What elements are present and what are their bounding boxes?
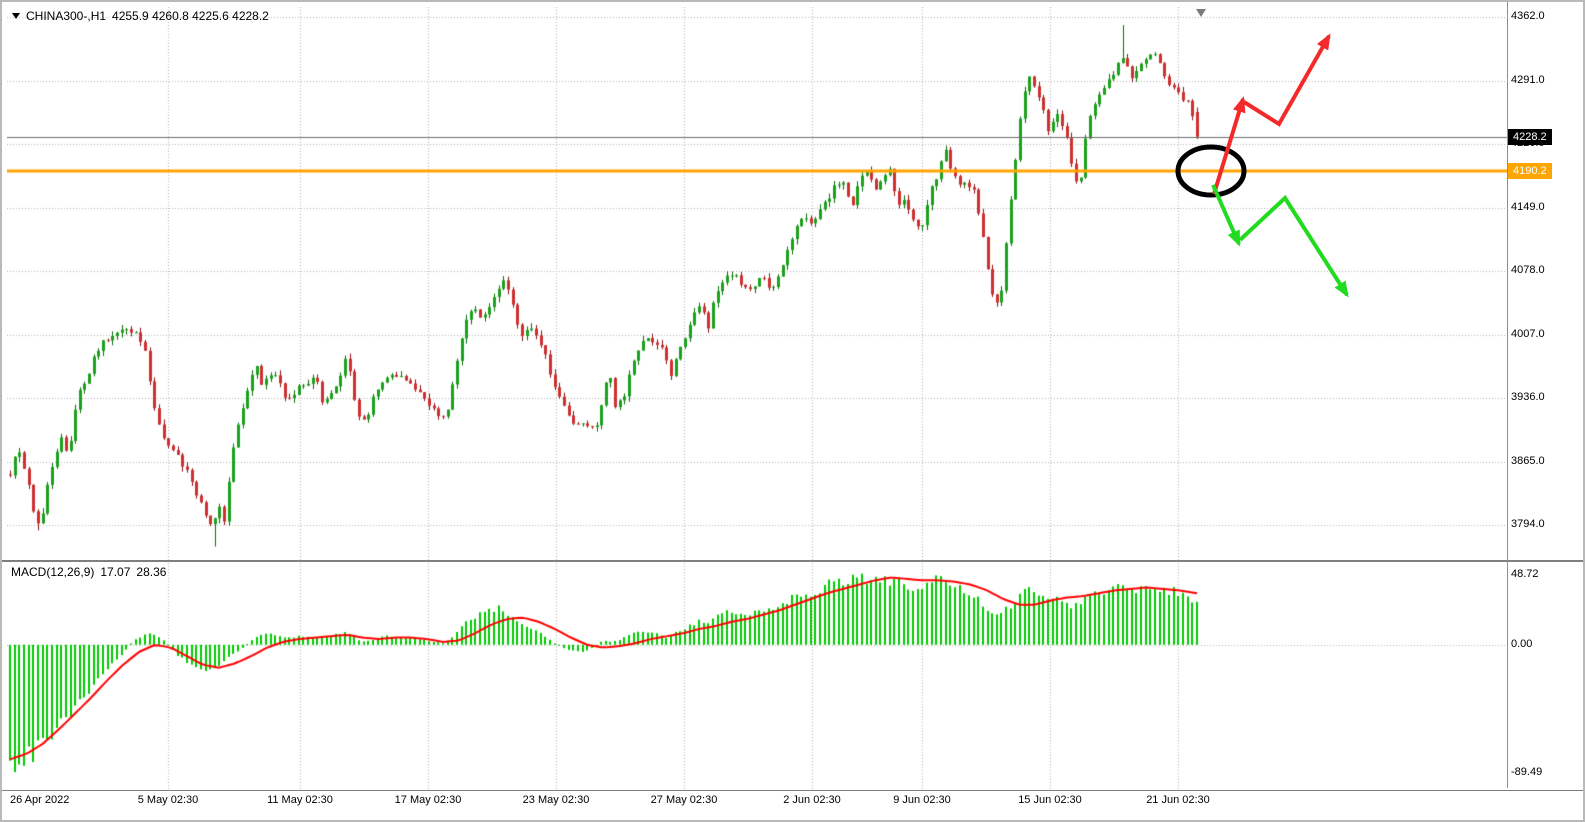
macd-axis-label: -89.49 [1511, 766, 1543, 778]
price-axis-label: 4078.0 [1511, 264, 1545, 276]
time-axis-label: 2 Jun 02:30 [783, 794, 841, 806]
macd-signal-value: 28.36 [136, 565, 167, 579]
time-axis-label: 17 May 02:30 [394, 794, 462, 806]
time-axis-label: 27 May 02:30 [650, 794, 718, 806]
price-axis-label: 4291.0 [1511, 74, 1545, 86]
price-axis-separator [1507, 2, 1508, 788]
down-scenario-arrow-2[interactable] [1238, 194, 1349, 298]
price-axis-label: 4149.0 [1511, 201, 1545, 213]
price-axis-label: 3794.0 [1511, 518, 1545, 530]
up-scenario-arrow-2[interactable] [1242, 33, 1331, 127]
price-axis-label: 3865.0 [1511, 455, 1545, 467]
main-chart-canvas[interactable] [7, 7, 1507, 560]
down-scenario-arrow-1[interactable] [1211, 184, 1241, 247]
macd-name-label: MACD(12,26,9) [11, 565, 95, 579]
price-axis-label: 4362.0 [1511, 10, 1545, 22]
macd-main-value: 17.07 [100, 565, 131, 579]
hline-price-badge[interactable]: 4190.2 [1508, 163, 1552, 179]
highlight-ellipse[interactable] [1175, 144, 1247, 198]
price-axis-label: 3936.0 [1511, 391, 1545, 403]
macd-axis-label: 48.72 [1511, 568, 1539, 580]
macd-canvas[interactable] [7, 563, 1507, 790]
pane-separator[interactable] [2, 560, 1583, 562]
macd-indicator-label: MACD(12,26,9) 17.07 28.36 [11, 565, 166, 579]
current-price-badge: 4228.2 [1508, 129, 1552, 145]
time-axis-label: 11 May 02:30 [267, 794, 333, 806]
price-axis-label: 4007.0 [1511, 328, 1545, 340]
time-axis[interactable]: 26 Apr 2022 5 May 02:30 11 May 02:30 17 May… [7, 792, 1507, 818]
time-axis-label: 26 Apr 2022 [10, 794, 70, 806]
time-axis-label: 5 May 02:30 [137, 794, 199, 806]
time-axis-separator [2, 790, 1583, 791]
symbol-dropdown-icon[interactable] [12, 13, 20, 19]
symbol-ohlc-label: CHINA300-,H1 4255.9 4260.8 4225.6 4228.2 [12, 9, 269, 23]
symbol-timeframe-label: CHINA300-,H1 [26, 9, 107, 23]
time-axis-label: 15 Jun 02:30 [1018, 794, 1082, 806]
ohlc-values-label: 4255.9 4260.8 4225.6 4228.2 [112, 9, 269, 23]
annotation-overlay [1175, 33, 1349, 298]
macd-axis-label: 0.00 [1511, 638, 1533, 650]
time-axis-label: 9 Jun 02:30 [893, 794, 951, 806]
up-scenario-arrow-1[interactable] [1212, 96, 1246, 195]
chart-shift-marker[interactable] [1196, 9, 1206, 17]
time-axis-label: 21 Jun 02:30 [1146, 794, 1210, 806]
time-axis-label: 23 May 02:30 [522, 794, 590, 806]
